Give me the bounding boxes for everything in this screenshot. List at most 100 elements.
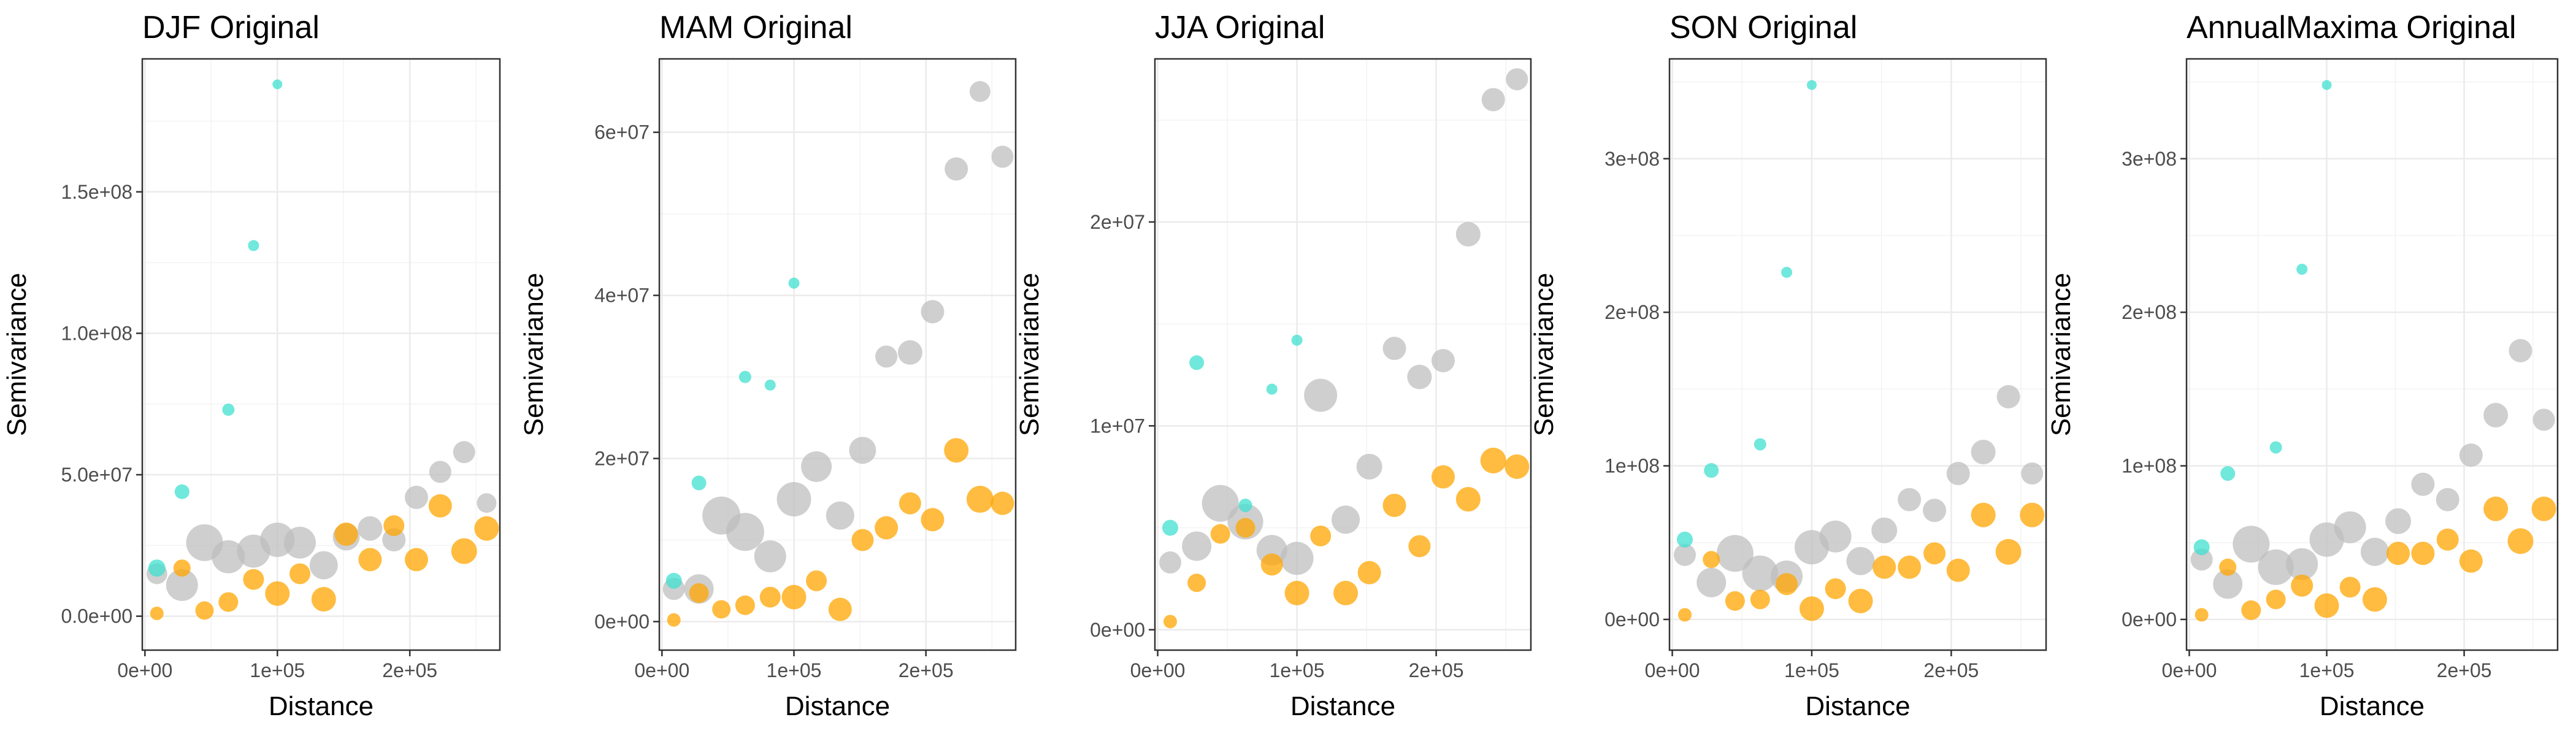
data-point [921,508,945,532]
y-tick-label: 0.0e+00 [61,605,132,627]
data-point [1996,385,2020,408]
data-point [383,515,405,537]
chart-title: AnnualMaxima Original [2187,10,2517,45]
data-point [759,586,781,608]
data-point [2220,466,2236,481]
x-tick-label: 0e+00 [1130,659,1186,681]
data-point [2509,339,2532,362]
y-tick-label: 2e+07 [594,448,650,470]
data-point [991,491,1014,515]
data-point [477,493,497,513]
x-axis-title: Distance [269,691,374,721]
data-point [875,345,898,368]
data-point [2411,542,2435,565]
x-tick-label: 2e+05 [2437,659,2492,681]
y-tick-label: 4e+07 [594,285,650,307]
data-point [2436,528,2459,551]
data-point [2483,496,2509,521]
series-orange [150,494,499,621]
data-point [1923,499,1947,523]
data-point [1266,383,1278,395]
data-point [2362,587,2387,612]
data-point [334,522,358,546]
data-point [2411,472,2435,496]
data-point [735,595,755,615]
data-point [453,441,475,464]
y-axis-title: Semivariance [1529,273,1559,437]
data-point [150,607,164,621]
data-point [1431,348,1455,372]
y-tick-label: 0e+00 [1604,608,1660,631]
data-point [2233,526,2270,563]
data-point [1946,462,1970,486]
data-point [429,461,451,483]
data-point [1971,502,1996,527]
data-point [851,529,874,551]
data-point [1716,535,1754,572]
x-tick-label: 0e+00 [2162,659,2217,681]
data-point [1898,488,1922,512]
y-tick-label: 1.5e+08 [61,181,132,203]
series-gray [1159,68,1528,575]
x-axis-title: Distance [2320,691,2425,721]
data-point [1332,505,1360,534]
data-point [311,586,336,611]
data-point [2291,574,2313,597]
data-point [1235,518,1255,538]
data-point [899,492,921,515]
data-point [2269,441,2282,454]
y-tick-label: 0e+00 [594,610,650,632]
x-tick-label: 1e+05 [767,659,822,681]
data-point [2314,593,2339,618]
data-point [451,538,477,564]
x-tick-label: 1e+05 [1270,659,1325,681]
data-point [764,379,776,391]
plot-area [659,59,1016,650]
data-point [1304,378,1338,412]
data-point [1873,555,1896,579]
data-point [806,570,827,591]
data-point [1455,487,1481,512]
data-point [212,540,245,573]
series-gray [1674,385,2044,597]
data-point [2021,462,2044,485]
data-point [2532,408,2555,431]
panel-border [658,58,1017,651]
data-point [1280,542,1314,575]
data-point [1162,519,1178,536]
series-orange [2195,496,2556,622]
x-tick-label: 2e+05 [1409,659,1464,681]
data-point [2334,511,2366,543]
data-point [166,569,198,601]
data-point [1189,355,1205,370]
series-gray [662,81,1014,604]
data-point [875,516,899,540]
data-point [1238,498,1252,512]
data-point [283,526,316,559]
data-point [1825,578,1846,599]
data-point [1284,580,1309,605]
data-point [1846,546,1875,575]
data-point [2436,488,2459,512]
data-point [2531,496,2556,521]
y-tick-label: 2e+08 [2122,301,2177,323]
data-point [2286,548,2318,580]
y-tick-label: 1e+08 [2122,455,2177,477]
x-axis-title: Distance [1290,691,1395,721]
data-point [2258,549,2294,585]
data-point [148,559,166,577]
data-point [1995,539,2022,565]
data-point [1159,551,1181,574]
y-tick-label: 2e+08 [1604,301,1660,323]
data-point [2241,600,2261,620]
y-tick-label: 6e+07 [594,121,650,144]
data-point [1806,80,1817,90]
data-point [991,145,1014,168]
data-point [2020,502,2045,527]
y-tick-label: 5.0e+07 [61,464,132,486]
data-point [2385,508,2412,534]
data-point [1382,493,1406,517]
data-point [1754,438,1766,451]
data-point [243,569,264,590]
